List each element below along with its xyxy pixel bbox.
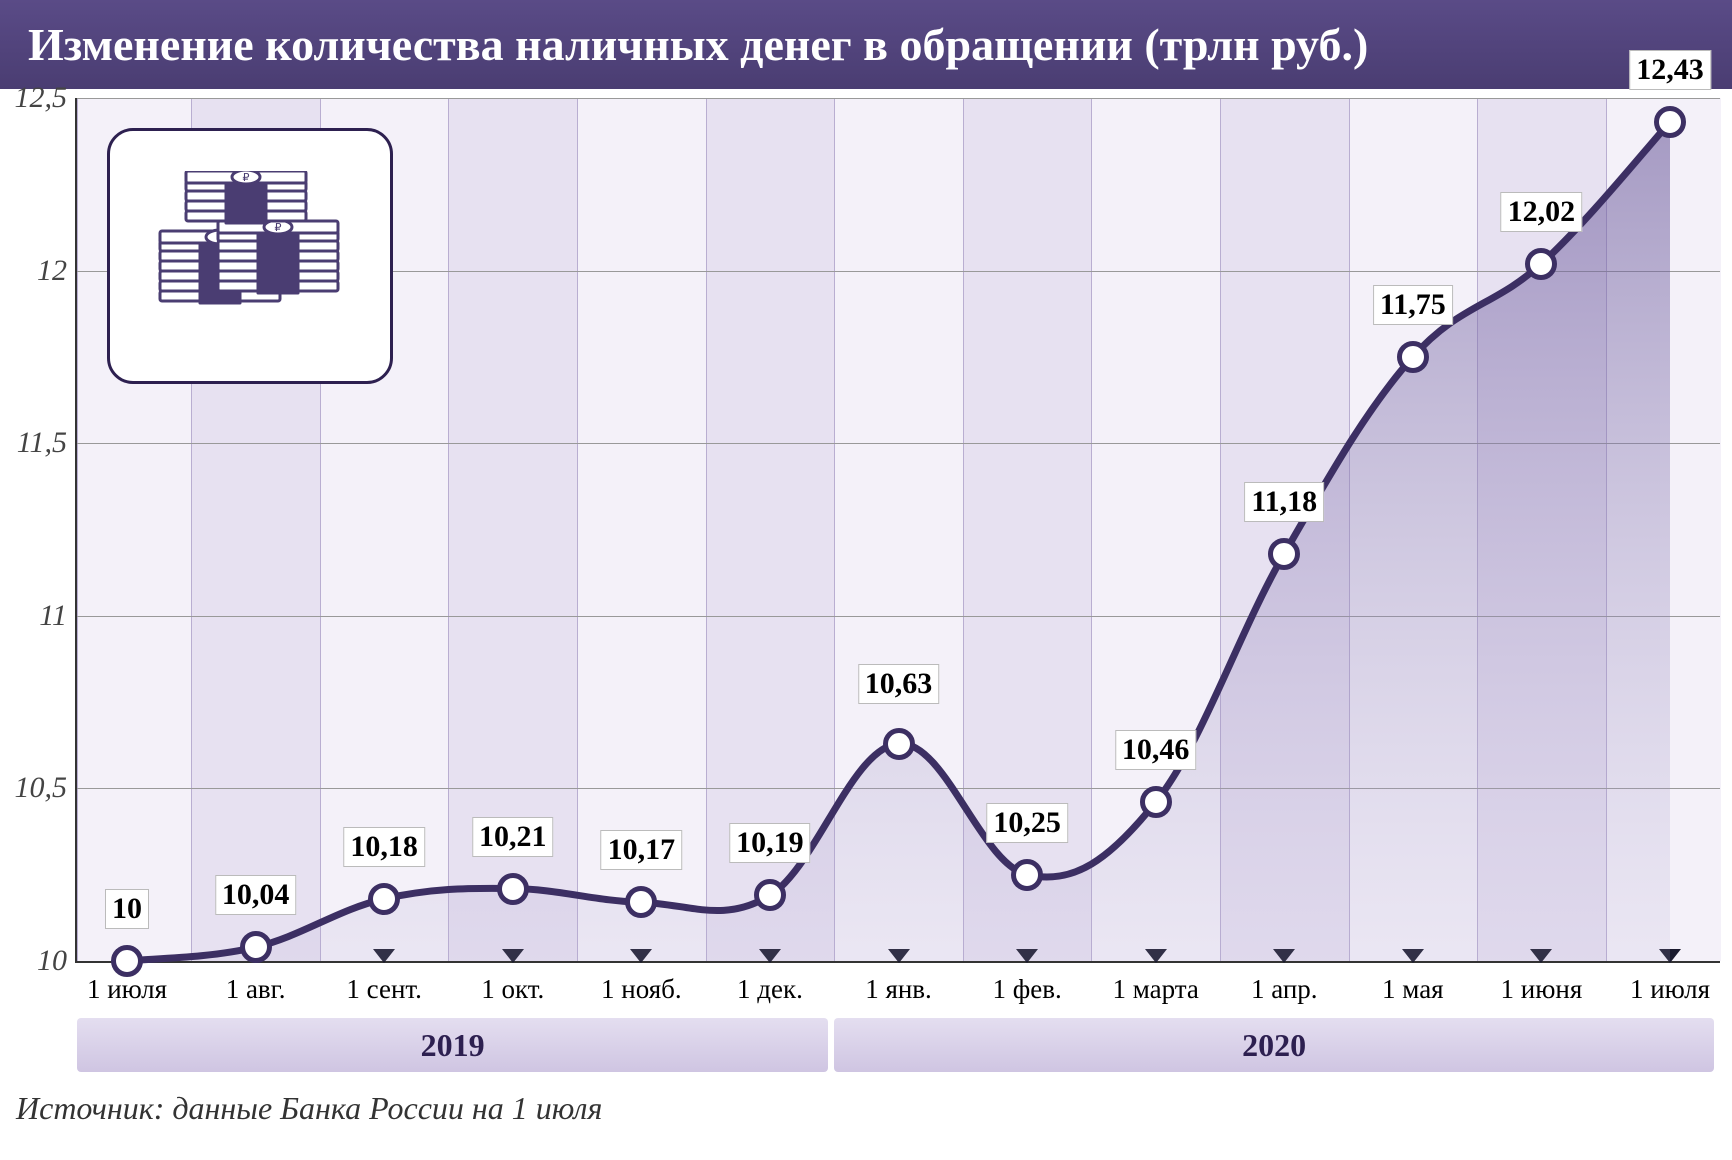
data-label: 10,19 (729, 823, 811, 863)
data-marker (1654, 106, 1686, 138)
data-marker (1268, 538, 1300, 570)
data-marker (754, 879, 786, 911)
data-label: 10,25 (986, 803, 1068, 843)
data-marker (625, 886, 657, 918)
svg-text:₽: ₽ (243, 172, 250, 184)
svg-text:₽: ₽ (275, 222, 282, 234)
data-label: 10 (105, 889, 149, 929)
plot-region: ₽ ₽ ₽ (75, 98, 1720, 963)
x-tick-label: 1 июля (87, 974, 167, 1005)
data-marker (1140, 786, 1172, 818)
y-tick-label: 11 (7, 599, 67, 633)
data-label: 10,46 (1115, 730, 1197, 770)
y-tick-label: 11,5 (7, 426, 67, 460)
y-tick-label: 10 (7, 944, 67, 978)
x-tick-label: 1 нояб. (601, 974, 682, 1005)
data-label: 10,63 (858, 664, 940, 704)
y-tick-label: 12,5 (7, 81, 67, 115)
data-label: 12,43 (1629, 50, 1711, 90)
x-tick-label: 1 фев. (992, 974, 1061, 1005)
data-marker (368, 883, 400, 915)
data-label: 10,18 (343, 827, 425, 867)
data-label: 10,21 (472, 817, 554, 857)
data-label: 11,18 (1244, 482, 1324, 522)
x-tick-label: 1 марта (1112, 974, 1198, 1005)
x-tick-label: 1 авг. (226, 974, 286, 1005)
x-tick-label: 1 апр. (1251, 974, 1318, 1005)
chart-area: ₽ ₽ ₽ (0, 98, 1732, 1013)
data-marker (240, 931, 272, 963)
x-tick-label: 1 дек. (737, 974, 803, 1005)
x-tick-label: 1 сент. (346, 974, 422, 1005)
source-text: Источник: данные Банка России на 1 июля (16, 1090, 602, 1127)
data-marker (883, 728, 915, 760)
era-row: 20192020 (75, 1018, 1720, 1072)
x-tick-label: 1 июля (1630, 974, 1710, 1005)
era-label: 2019 (77, 1018, 828, 1072)
y-tick-label: 12 (7, 254, 67, 288)
chart-title: Изменение количества наличных денег в об… (0, 0, 1732, 89)
data-marker (1525, 248, 1557, 280)
data-label: 10,04 (215, 875, 297, 915)
data-label: 11,75 (1373, 285, 1453, 325)
x-tick-label: 1 июня (1501, 974, 1583, 1005)
data-label: 10,17 (601, 830, 683, 870)
y-tick-label: 10,5 (7, 771, 67, 805)
x-tick-label: 1 окт. (481, 974, 544, 1005)
data-marker (497, 873, 529, 905)
data-marker (1397, 341, 1429, 373)
data-marker (1011, 859, 1043, 891)
era-label: 2020 (834, 1018, 1714, 1072)
data-marker (111, 945, 143, 977)
x-tick-label: 1 янв. (865, 974, 932, 1005)
money-stack-icon: ₽ ₽ ₽ (107, 128, 393, 384)
x-tick-label: 1 мая (1382, 974, 1444, 1005)
data-label: 12,02 (1501, 192, 1583, 232)
